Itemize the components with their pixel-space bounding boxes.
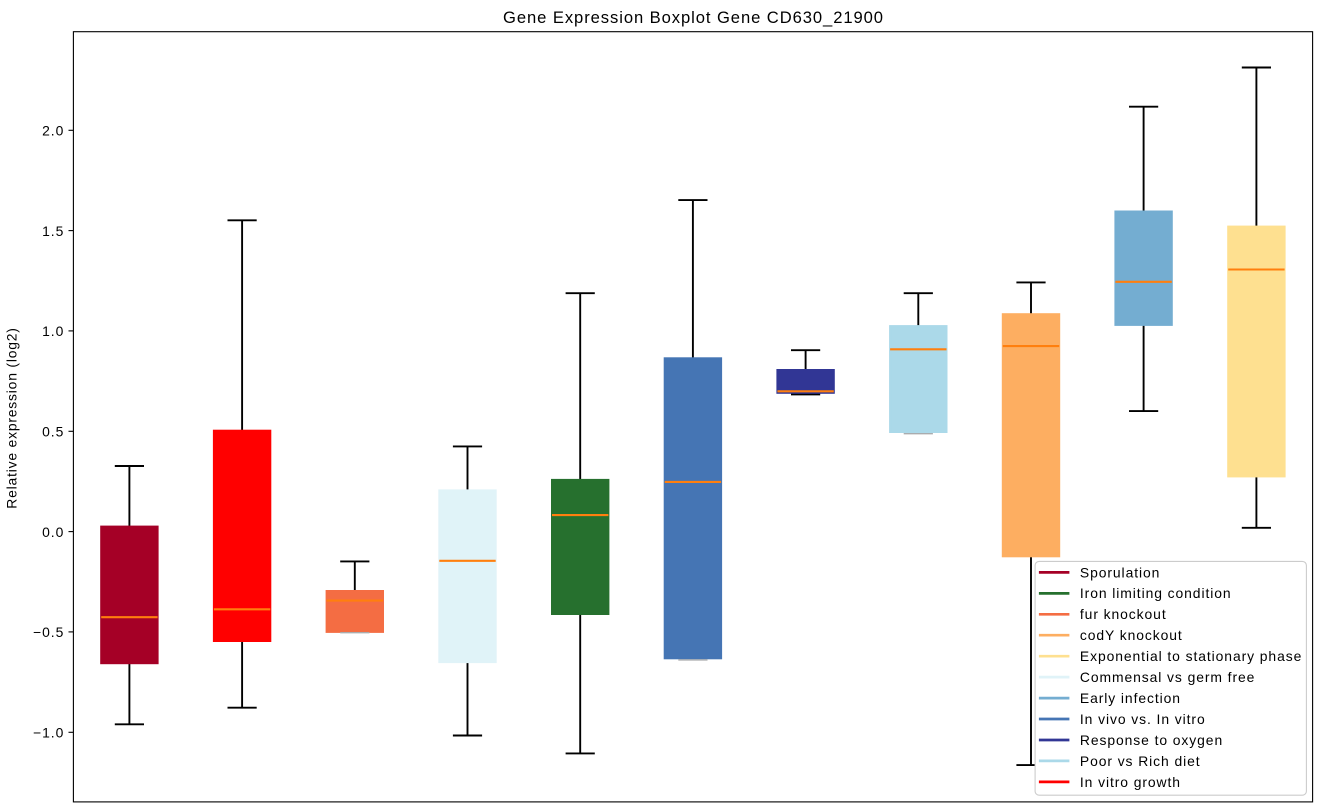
svg-text:Response to oxygen: Response to oxygen — [1080, 732, 1223, 748]
svg-text:1.0: 1.0 — [42, 323, 64, 339]
svg-text:Sporulation: Sporulation — [1080, 564, 1160, 580]
svg-text:Gene Expression Boxplot Gene C: Gene Expression Boxplot Gene CD630_21900 — [503, 8, 884, 27]
svg-text:Early infection: Early infection — [1080, 690, 1181, 706]
svg-text:Relative expression (log2): Relative expression (log2) — [4, 327, 20, 508]
svg-text:codY knockout: codY knockout — [1080, 627, 1183, 643]
svg-text:1.5: 1.5 — [42, 223, 64, 239]
svg-text:−1.0: −1.0 — [33, 725, 64, 741]
svg-text:fur knockout: fur knockout — [1080, 606, 1167, 622]
svg-text:0.0: 0.0 — [42, 524, 64, 540]
svg-text:In vivo vs. In vitro: In vivo vs. In vitro — [1080, 711, 1206, 727]
svg-text:Poor vs Rich diet: Poor vs Rich diet — [1080, 753, 1201, 769]
svg-text:Commensal vs germ free: Commensal vs germ free — [1080, 669, 1255, 685]
svg-text:In vitro growth: In vitro growth — [1080, 774, 1181, 790]
svg-text:2.0: 2.0 — [42, 123, 64, 139]
svg-text:Exponential to stationary phas: Exponential to stationary phase — [1080, 648, 1302, 664]
svg-text:0.5: 0.5 — [42, 424, 64, 440]
svg-text:Iron limiting condition: Iron limiting condition — [1080, 585, 1232, 601]
svg-text:−0.5: −0.5 — [33, 624, 64, 640]
